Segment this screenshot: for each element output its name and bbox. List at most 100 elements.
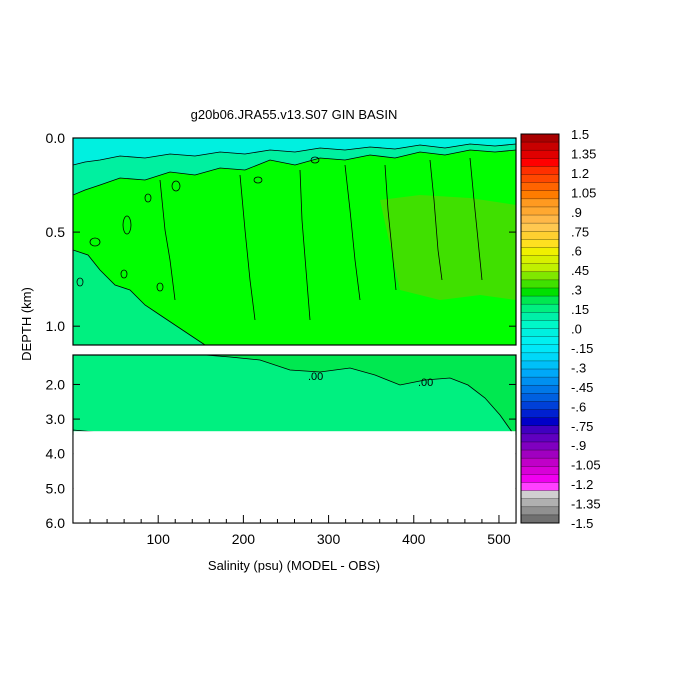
colorbar-label: -1.05 bbox=[571, 458, 601, 473]
upper-panel-ticks: 0.0 0.5 1.0 bbox=[46, 130, 516, 334]
colorbar-swatch bbox=[521, 304, 559, 313]
contour-line bbox=[89, 237, 101, 247]
colorbar-swatch bbox=[521, 393, 559, 402]
colorbar-swatch bbox=[521, 174, 559, 183]
colorbar-label: -.6 bbox=[571, 399, 586, 414]
colorbar-swatch bbox=[521, 239, 559, 248]
x-tick-label: 300 bbox=[317, 531, 341, 547]
contour-line bbox=[159, 157, 483, 321]
y-tick-label: 0.5 bbox=[46, 224, 66, 240]
colorbar-label: -.3 bbox=[571, 360, 586, 375]
colorbar-label: 1.5 bbox=[571, 127, 589, 142]
colorbar-swatch bbox=[521, 425, 559, 435]
contour-line bbox=[144, 193, 152, 203]
chart-title: g20b06.JRA55.v13.S07 GIN BASIN bbox=[191, 107, 398, 122]
colorbar-swatch bbox=[521, 458, 559, 467]
contour-label: .00 bbox=[418, 377, 433, 389]
contour-line bbox=[122, 215, 132, 235]
y-tick-label: 2.0 bbox=[46, 376, 66, 392]
y-tick-label: 6.0 bbox=[46, 515, 66, 531]
contour-line bbox=[310, 156, 320, 164]
colorbar-swatch bbox=[521, 198, 559, 208]
lower-panel-ticks: 2.0 3.0 4.0 5.0 6.0 100 200 300 400 500 bbox=[46, 376, 516, 547]
colorbar-label: -.75 bbox=[571, 419, 593, 434]
colorbar-swatch bbox=[521, 296, 559, 305]
colorbar-swatch bbox=[521, 263, 559, 273]
colorbar-swatch bbox=[521, 320, 559, 329]
colorbar-swatch bbox=[521, 514, 559, 524]
colorbar-swatch bbox=[521, 231, 559, 240]
colorbar-swatch bbox=[521, 336, 559, 346]
colorbar-swatch bbox=[521, 506, 559, 516]
x-tick-label: 200 bbox=[232, 531, 256, 547]
colorbar-label: -.9 bbox=[571, 438, 586, 453]
colorbar-swatch bbox=[521, 344, 559, 354]
colorbar-label: .9 bbox=[571, 205, 582, 220]
colorbar-swatch bbox=[521, 490, 559, 499]
contour-line bbox=[76, 277, 84, 287]
colorbar-swatch bbox=[521, 450, 559, 459]
contour-line bbox=[204, 355, 513, 433]
colorbar-swatch bbox=[521, 377, 559, 386]
upper-panel: 0.0 0.5 1.0 bbox=[46, 130, 517, 346]
contour-line bbox=[171, 180, 181, 192]
colorbar-swatch bbox=[521, 223, 559, 232]
upper-field-region-lower-left bbox=[73, 250, 205, 345]
colorbar-swatch bbox=[521, 360, 559, 370]
colorbar-swatch bbox=[521, 247, 559, 256]
contour-line bbox=[120, 269, 128, 279]
colorbar-swatch bbox=[521, 417, 559, 427]
colorbar-swatch bbox=[521, 287, 559, 297]
colorbar-label: -1.5 bbox=[571, 516, 593, 531]
contour-line bbox=[73, 143, 516, 166]
contour-line bbox=[156, 282, 164, 292]
y-tick-label: 0.0 bbox=[46, 130, 66, 146]
y-tick-label: 1.0 bbox=[46, 318, 66, 334]
lower-panel: .00 .00 2.0 3.0 4.0 5.0 6.0 100 200 300 400 500 bbox=[46, 354, 517, 547]
colorbar-swatch bbox=[521, 190, 559, 200]
colorbar-label: .6 bbox=[571, 244, 582, 259]
colorbar-swatch bbox=[521, 328, 559, 337]
colorbar-label: -.45 bbox=[571, 380, 593, 395]
colorbar-swatch bbox=[521, 441, 559, 451]
colorbar-swatch bbox=[521, 498, 559, 508]
y-tick-label: 3.0 bbox=[46, 411, 66, 427]
colorbar-label: .0 bbox=[571, 322, 582, 337]
colorbar-swatch bbox=[521, 482, 559, 491]
colorbar-swatch bbox=[521, 255, 559, 264]
contour-line bbox=[73, 149, 516, 196]
upper-panel-frame bbox=[72, 137, 517, 346]
x-tick-label: 100 bbox=[147, 531, 171, 547]
colorbar-label: -1.35 bbox=[571, 497, 601, 512]
colorbar-swatch bbox=[521, 166, 559, 175]
colorbar-swatch bbox=[521, 158, 559, 167]
colorbar-swatch bbox=[521, 409, 559, 418]
lower-field-region-deep-green bbox=[205, 355, 516, 435]
contour-line bbox=[73, 249, 206, 345]
colorbar-swatch bbox=[521, 279, 559, 289]
colorbar-label: 1.2 bbox=[571, 166, 589, 181]
colorbar-swatch bbox=[521, 401, 559, 410]
contour-label: .00 bbox=[308, 371, 323, 383]
y-tick-label: 4.0 bbox=[46, 446, 66, 462]
colorbar-swatch bbox=[521, 150, 559, 159]
colorbar-swatch bbox=[521, 352, 559, 362]
colorbar-swatch bbox=[521, 206, 559, 216]
x-tick-label: 500 bbox=[487, 531, 511, 547]
colorbar-swatch bbox=[521, 474, 559, 483]
colorbar: 1.5 1.35 1.2 1.05 .9 .75 .6 .45 .3 .15 .0 -.15 -.3 -.… bbox=[520, 127, 601, 531]
no-data-region bbox=[73, 431, 516, 523]
colorbar-label: .3 bbox=[571, 283, 582, 298]
colorbar-swatch bbox=[521, 215, 559, 224]
colorbar-swatch bbox=[521, 466, 559, 475]
x-tick-label: 400 bbox=[402, 531, 426, 547]
colorbar-label: 1.35 bbox=[571, 146, 596, 161]
colorbar-label: .75 bbox=[571, 224, 589, 239]
colorbar-label: 1.05 bbox=[571, 185, 596, 200]
colorbar-swatch bbox=[521, 182, 559, 192]
colorbar-swatch bbox=[521, 271, 559, 281]
upper-field-region-mid bbox=[380, 195, 516, 300]
colorbar-swatch bbox=[521, 385, 559, 394]
colorbar-label: .15 bbox=[571, 302, 589, 317]
